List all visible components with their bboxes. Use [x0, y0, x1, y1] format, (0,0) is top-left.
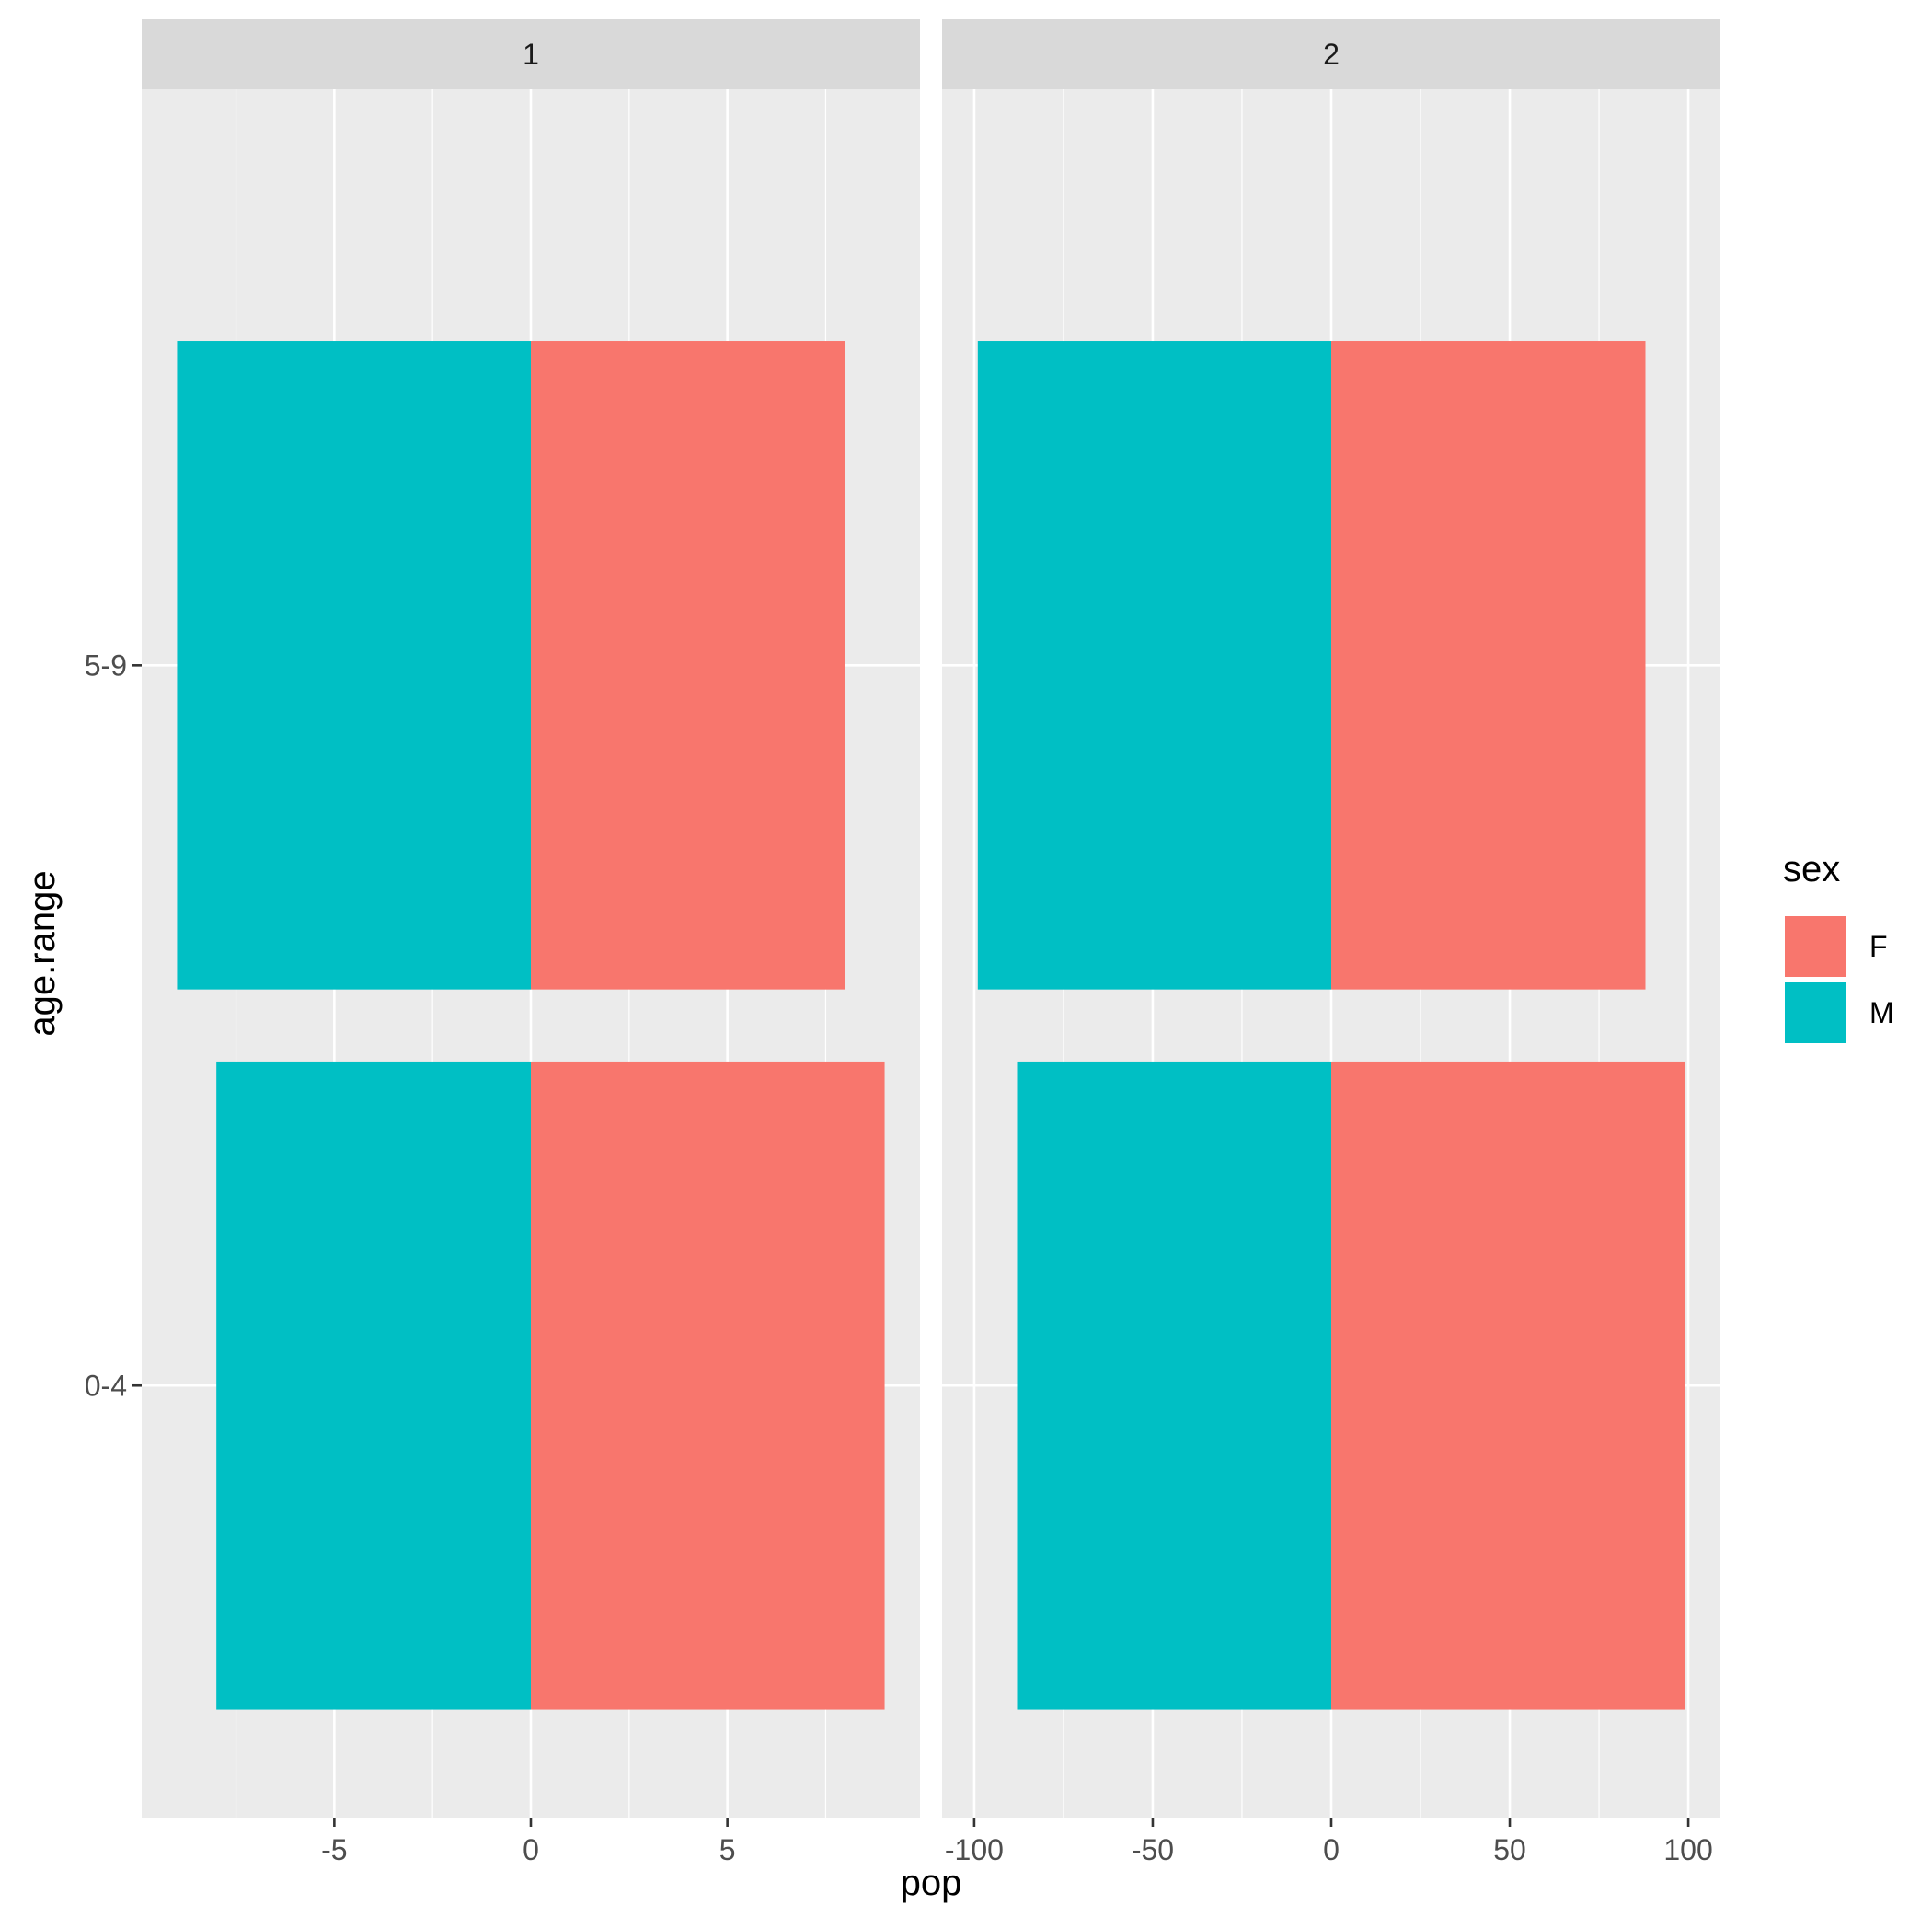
- x-tick-label: 0: [523, 1833, 539, 1866]
- legend-label-M: M: [1869, 996, 1894, 1029]
- bar-F-0-4: [1331, 1061, 1685, 1710]
- bar-M-0-4: [1017, 1061, 1331, 1710]
- facet-strip-label: 2: [1323, 38, 1340, 71]
- bar-M-0-4: [216, 1061, 531, 1710]
- y-axis: 0-4 5-9: [85, 648, 142, 1402]
- facet-panels: 1-5 0 52-100 -50 0 50 100: [142, 19, 1720, 1866]
- x-tick-label: 0: [1323, 1833, 1340, 1866]
- x-tick-label: 5: [719, 1833, 736, 1866]
- y-tick-label: 0-4: [85, 1369, 127, 1402]
- x-tick-label: -100: [945, 1833, 1004, 1866]
- x-axis-title: pop: [901, 1863, 962, 1903]
- bar-F-5-9: [1331, 341, 1646, 990]
- y-tick-label: 5-9: [85, 648, 127, 682]
- facet-strip: [142, 19, 920, 89]
- legend-key-M: [1785, 982, 1846, 1043]
- bar-F-0-4: [531, 1061, 885, 1710]
- panel-2: 2 -100 -50 0 50 100: [942, 19, 1720, 1866]
- bar-F-5-9: [531, 341, 845, 990]
- bar-M-5-9: [977, 341, 1331, 990]
- facet-strip-label: 1: [523, 38, 539, 71]
- legend-title: sex: [1783, 849, 1840, 889]
- bar-M-5-9: [177, 341, 532, 990]
- x-tick-label: -5: [321, 1833, 347, 1866]
- legend-key-F: [1785, 916, 1846, 977]
- x-tick-label: -50: [1132, 1833, 1174, 1866]
- panel-1: 1 -5 0 5: [142, 19, 920, 1866]
- facet-strip: [942, 19, 1720, 89]
- legend-label-F: F: [1869, 930, 1888, 963]
- legend: sex FM: [1783, 849, 1894, 1043]
- x-tick-label: 50: [1493, 1833, 1526, 1866]
- y-axis-title: age.range: [22, 870, 63, 1036]
- x-tick-label: 100: [1663, 1833, 1712, 1866]
